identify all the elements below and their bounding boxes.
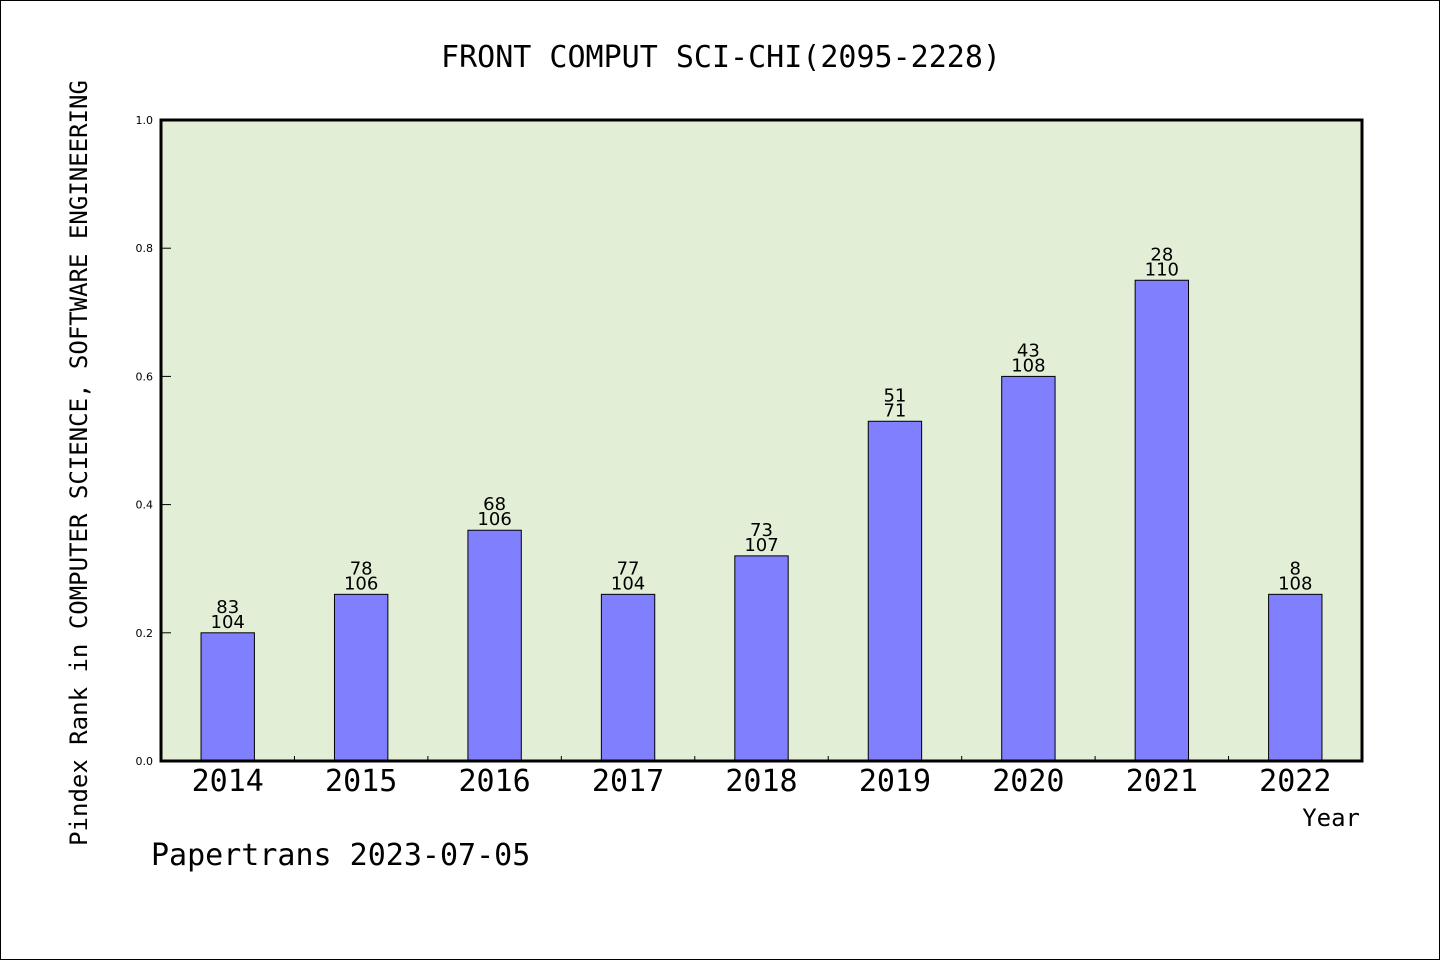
rank-label: 83	[216, 597, 239, 618]
plot-border	[159, 118, 1364, 763]
x-tick-label: 2018	[725, 764, 797, 799]
y-tick-label: 0.2	[136, 627, 154, 640]
y-tick-label: 0.6	[136, 370, 154, 383]
x-tick-label: 2015	[325, 764, 397, 799]
total-label: 104	[611, 573, 645, 594]
bar-2019	[867, 420, 923, 762]
y-axis: 0.0 0.2 0.4 0.6 0.8 1.0	[136, 114, 171, 768]
y-tick-label: 0.8	[136, 242, 154, 255]
rank-label: 77	[617, 558, 640, 579]
bar-2022	[1268, 593, 1323, 762]
total-label: 104	[211, 612, 245, 633]
rank-label: 43	[1017, 340, 1040, 361]
x-tick-label: 2022	[1259, 764, 1331, 799]
rank-label: 73	[750, 520, 773, 541]
y-axis-label: Pindex Rank in COMPUTER SCIENCE, SOFTWAR…	[65, 80, 93, 846]
total-label: 106	[477, 509, 511, 530]
y-tick-label: 0.4	[136, 499, 154, 512]
x-tick-label: 2017	[592, 764, 664, 799]
x-tick-label: 2014	[192, 764, 264, 799]
bar-2020	[1001, 375, 1056, 762]
y-tick-label: 1.0	[136, 114, 154, 127]
x-tick-label: 2016	[458, 764, 530, 799]
rank-label: 68	[483, 494, 506, 515]
rank-label: 8	[1290, 558, 1301, 579]
bar-2014	[200, 632, 255, 762]
bar-2015	[333, 593, 389, 762]
rank-label: 28	[1150, 244, 1173, 265]
chart-title: FRONT COMPUT SCI-CHI(2095-2228)	[441, 40, 1001, 75]
x-tick-label: 2020	[992, 764, 1064, 799]
bar-2021	[1134, 279, 1190, 762]
total-label: 108	[1278, 573, 1312, 594]
rank-label: 51	[883, 385, 906, 406]
bar-2018	[734, 555, 789, 762]
y-tick-label: 0.0	[136, 755, 154, 768]
credit-text: Papertrans 2023-07-05	[151, 838, 530, 873]
x-axis-label: Year	[1302, 804, 1360, 832]
bars: 8310478106681067710473107517143108281108…	[200, 244, 1323, 762]
bar-2017	[600, 593, 656, 762]
x-axis: 2014 2015 2016 2017 2018 2019 2020 2021 2022	[192, 756, 1331, 799]
rank-label: 78	[350, 558, 373, 579]
total-label: 107	[744, 535, 778, 556]
total-label: 106	[344, 573, 378, 594]
total-label: 110	[1145, 259, 1179, 280]
total-label: 108	[1011, 355, 1045, 376]
bar-2016	[467, 529, 522, 762]
x-tick-label: 2019	[859, 764, 931, 799]
x-tick-label: 2021	[1126, 764, 1198, 799]
total-label: 71	[883, 400, 906, 421]
